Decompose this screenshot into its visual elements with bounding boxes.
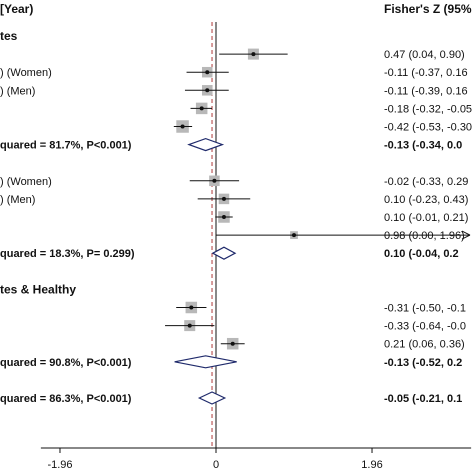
summary-ci-label: 0.10 (-0.04, 0.2 [384, 248, 459, 260]
header-left-label: [Year) [0, 2, 33, 16]
study-point [205, 88, 210, 93]
reference-lines [211, 22, 217, 448]
study-ci-label: -0.33 (-0.64, -0.0 [384, 321, 466, 333]
forest-rows: tes 0.47 (0.04, 0.90) ) (Women) -0.11 (-0.3… [0, 29, 472, 405]
summary-label: quared = 90.8%, P<0.001) [0, 357, 132, 369]
study-point [221, 215, 226, 219]
summary-diamond [197, 391, 227, 405]
study-ci-label: -0.31 (-0.50, -0.1 [384, 303, 466, 315]
study-ci-label: -0.11 (-0.37, 0.16 [384, 67, 468, 79]
study-point [199, 106, 204, 111]
study-point [180, 124, 185, 129]
summary-label: quared = 86.3%, P<0.001) [0, 393, 132, 405]
study-point [251, 52, 256, 57]
study-point [189, 305, 194, 310]
x-tick-label: -1.96 [47, 459, 72, 471]
study-ci-label: -0.11 (-0.39, 0.16 [384, 85, 468, 97]
x-tick-label: 1.96 [361, 459, 382, 471]
study-point [292, 233, 297, 238]
summary-diamond [187, 137, 225, 152]
study-ci-label: -0.02 (-0.33, 0.29 [384, 176, 468, 188]
study-ci-label: -0.18 (-0.32, -0.05 [384, 103, 472, 115]
summary-ci-label: -0.13 (-0.52, 0.2 [384, 357, 462, 369]
x-axis: -1.96 0 1.96 [40, 447, 472, 471]
study-point [205, 70, 210, 75]
study-ci-label: 0.47 (0.04, 0.90) [384, 49, 465, 61]
study-point [187, 323, 192, 328]
x-tick-label: 0 [213, 459, 219, 471]
header-right-label: Fisher's Z (95% C [384, 2, 474, 16]
study-ci-label: -0.42 (-0.53, -0.30 [384, 122, 472, 134]
header: [Year) Fisher's Z (95% C [0, 2, 474, 16]
summary-diamond [174, 355, 237, 369]
study-ci-label: 0.10 (-0.23, 0.43) [384, 194, 468, 206]
summary-diamond [211, 246, 237, 260]
group-label: tes [0, 29, 18, 43]
summary-ci-label: -0.13 (-0.34, 0.0 [384, 140, 462, 152]
study-point [212, 178, 217, 183]
summary-label: quared = 81.7%, P<0.001) [0, 140, 132, 152]
study-point [221, 196, 226, 201]
summary-ci-label: -0.05 (-0.21, 0.1 [384, 393, 462, 405]
study-ci-label: 0.10 (-0.01, 0.21) [384, 212, 468, 224]
study-point [230, 341, 235, 346]
study-ci-label: 0.21 (0.06, 0.36) [384, 339, 465, 351]
summary-label: quared = 18.3%, P= 0.299) [0, 248, 135, 260]
study-label: ) (Men) [0, 85, 35, 97]
study-label: ) (Women) [0, 67, 52, 79]
study-label: ) (Men) [0, 194, 35, 206]
group-label: tes & Healthy [0, 282, 76, 296]
study-ci-label: 0.98 (0.00, 1.96) [384, 230, 465, 242]
ci-arrow [461, 230, 471, 240]
study-label: ) (Women) [0, 176, 52, 188]
